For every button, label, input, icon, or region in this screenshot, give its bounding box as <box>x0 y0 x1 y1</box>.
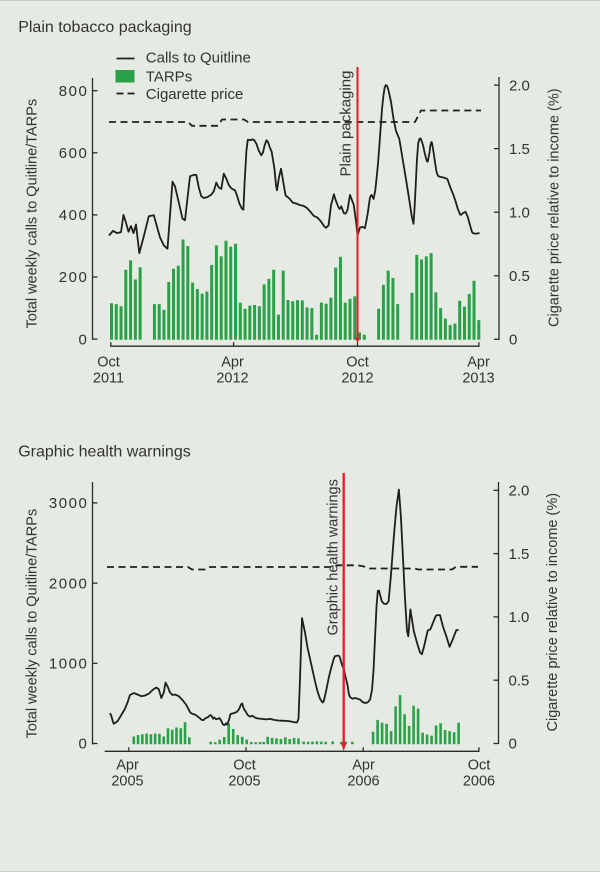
svg-text:2005: 2005 <box>111 774 143 790</box>
svg-text:2011: 2011 <box>93 371 124 387</box>
svg-text:0: 0 <box>509 736 517 753</box>
svg-text:Oct: Oct <box>233 758 256 774</box>
svg-text:2.0: 2.0 <box>509 483 530 500</box>
svg-text:200: 200 <box>59 269 89 286</box>
svg-text:Apr: Apr <box>467 355 490 371</box>
svg-text:Calls to Quitline: Calls to Quitline <box>146 50 251 67</box>
svg-text:Plain packaging: Plain packaging <box>338 71 355 177</box>
svg-text:0: 0 <box>509 332 517 349</box>
svg-text:3000: 3000 <box>49 495 88 512</box>
svg-text:1000: 1000 <box>49 656 88 673</box>
svg-text:0.5: 0.5 <box>509 672 530 689</box>
svg-text:Apr: Apr <box>116 758 139 774</box>
svg-text:TARPs: TARPs <box>146 69 192 86</box>
svg-text:2006: 2006 <box>347 774 379 790</box>
svg-text:800: 800 <box>59 83 89 100</box>
svg-text:400: 400 <box>59 207 89 224</box>
svg-text:Total weekly calls to Quitline: Total weekly calls to Quitline/TARPs <box>25 509 41 739</box>
svg-text:Graphic health warnings: Graphic health warnings <box>326 479 342 635</box>
svg-text:Apr: Apr <box>352 758 375 774</box>
svg-text:Plain tobacco packaging: Plain tobacco packaging <box>18 19 191 36</box>
svg-text:0: 0 <box>78 736 88 753</box>
svg-text:Graphic health warnings: Graphic health warnings <box>18 443 191 460</box>
svg-text:Total weekly calls to Quitline: Total weekly calls to Quitline/TARPs <box>25 99 41 329</box>
svg-text:Apr: Apr <box>221 355 244 371</box>
svg-text:1.0: 1.0 <box>509 204 530 221</box>
svg-text:1.5: 1.5 <box>509 141 530 158</box>
svg-text:1.5: 1.5 <box>509 546 530 563</box>
svg-text:2005: 2005 <box>228 774 260 790</box>
svg-text:2006: 2006 <box>463 774 495 790</box>
svg-text:Cigarette price relative to in: Cigarette price relative to income (%) <box>545 493 561 732</box>
svg-text:2013: 2013 <box>462 371 494 387</box>
svg-text:2012: 2012 <box>216 371 248 387</box>
svg-text:2.0: 2.0 <box>509 77 530 94</box>
svg-text:Oct: Oct <box>346 355 369 371</box>
svg-text:Oct: Oct <box>97 355 120 371</box>
svg-text:Oct: Oct <box>468 758 491 774</box>
svg-text:0.5: 0.5 <box>509 268 530 285</box>
svg-text:Cigarette price relative to in: Cigarette price relative to income (%) <box>547 88 563 327</box>
svg-text:0: 0 <box>78 331 88 348</box>
svg-text:Cigarette price: Cigarette price <box>146 86 244 103</box>
svg-text:2012: 2012 <box>341 371 373 387</box>
svg-text:2000: 2000 <box>49 575 88 592</box>
svg-text:1.0: 1.0 <box>509 609 530 626</box>
svg-text:600: 600 <box>59 145 89 162</box>
